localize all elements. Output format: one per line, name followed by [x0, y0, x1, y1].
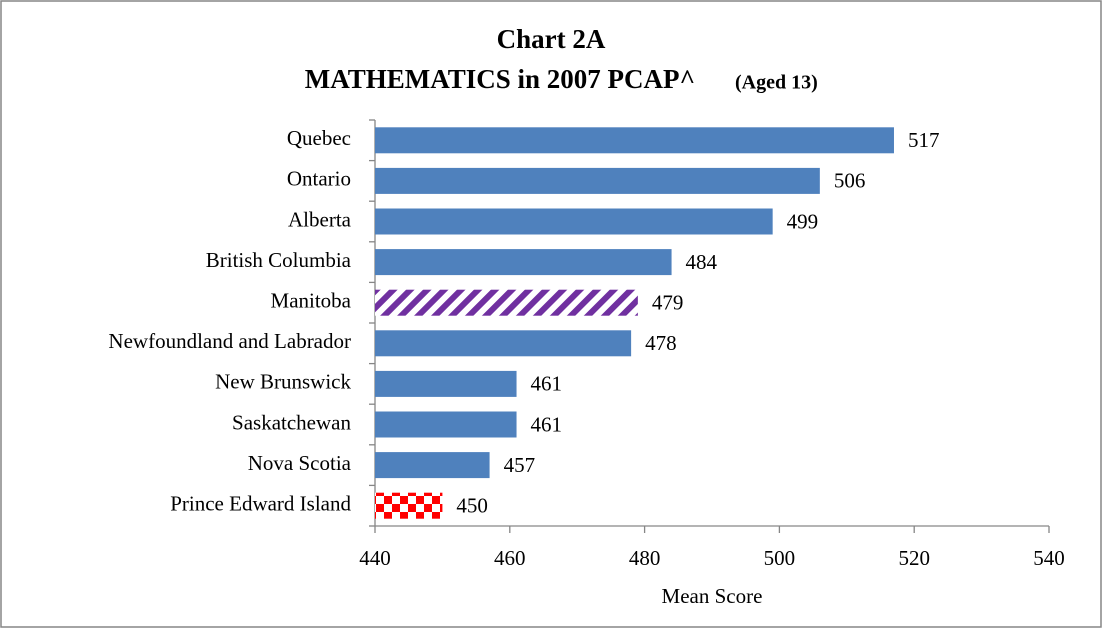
- x-tick-label: 540: [1033, 546, 1065, 570]
- data-label: 479: [652, 291, 684, 315]
- data-label: 461: [531, 412, 563, 436]
- y-tick-label: Prince Edward Island: [170, 492, 351, 516]
- y-tick-label: Nova Scotia: [248, 451, 352, 475]
- y-tick-label: Newfoundland and Labrador: [108, 329, 351, 353]
- x-tick-label: 520: [898, 546, 930, 570]
- y-tick-label: Alberta: [288, 207, 352, 231]
- x-tick-label: 440: [359, 546, 391, 570]
- x-axis-label: Mean Score: [662, 584, 763, 608]
- x-tick-label: 500: [764, 546, 796, 570]
- y-tick-label: Saskatchewan: [232, 410, 351, 434]
- bar: [375, 492, 443, 519]
- bar: [375, 452, 490, 479]
- bar: [375, 127, 894, 154]
- y-tick-label: British Columbia: [206, 248, 352, 272]
- x-tick-label: 480: [629, 546, 661, 570]
- data-label: 478: [645, 331, 677, 355]
- bar: [375, 167, 820, 194]
- y-tick-label: Ontario: [287, 167, 351, 191]
- bar: [375, 289, 638, 316]
- bar: [375, 208, 773, 235]
- chart-subtitle-note: (Aged 13): [735, 72, 818, 94]
- data-label: 450: [456, 494, 488, 518]
- bar: [375, 330, 632, 357]
- bar: [375, 370, 517, 397]
- y-tick-label: Manitoba: [271, 289, 352, 313]
- data-label: 506: [834, 169, 866, 193]
- bar: [375, 411, 517, 438]
- x-tick-label: 460: [494, 546, 526, 570]
- data-label: 457: [504, 453, 535, 477]
- y-tick-label: Quebec: [287, 126, 351, 150]
- data-label: 461: [531, 372, 563, 396]
- data-label: 484: [686, 250, 718, 274]
- data-label: 517: [908, 128, 940, 152]
- data-label: 499: [787, 209, 819, 233]
- chart-title: Chart 2A: [497, 24, 606, 54]
- y-tick-label: New Brunswick: [215, 370, 351, 394]
- bar: [375, 249, 672, 276]
- chart-subtitle: MATHEMATICS in 2007 PCAP^: [305, 64, 695, 94]
